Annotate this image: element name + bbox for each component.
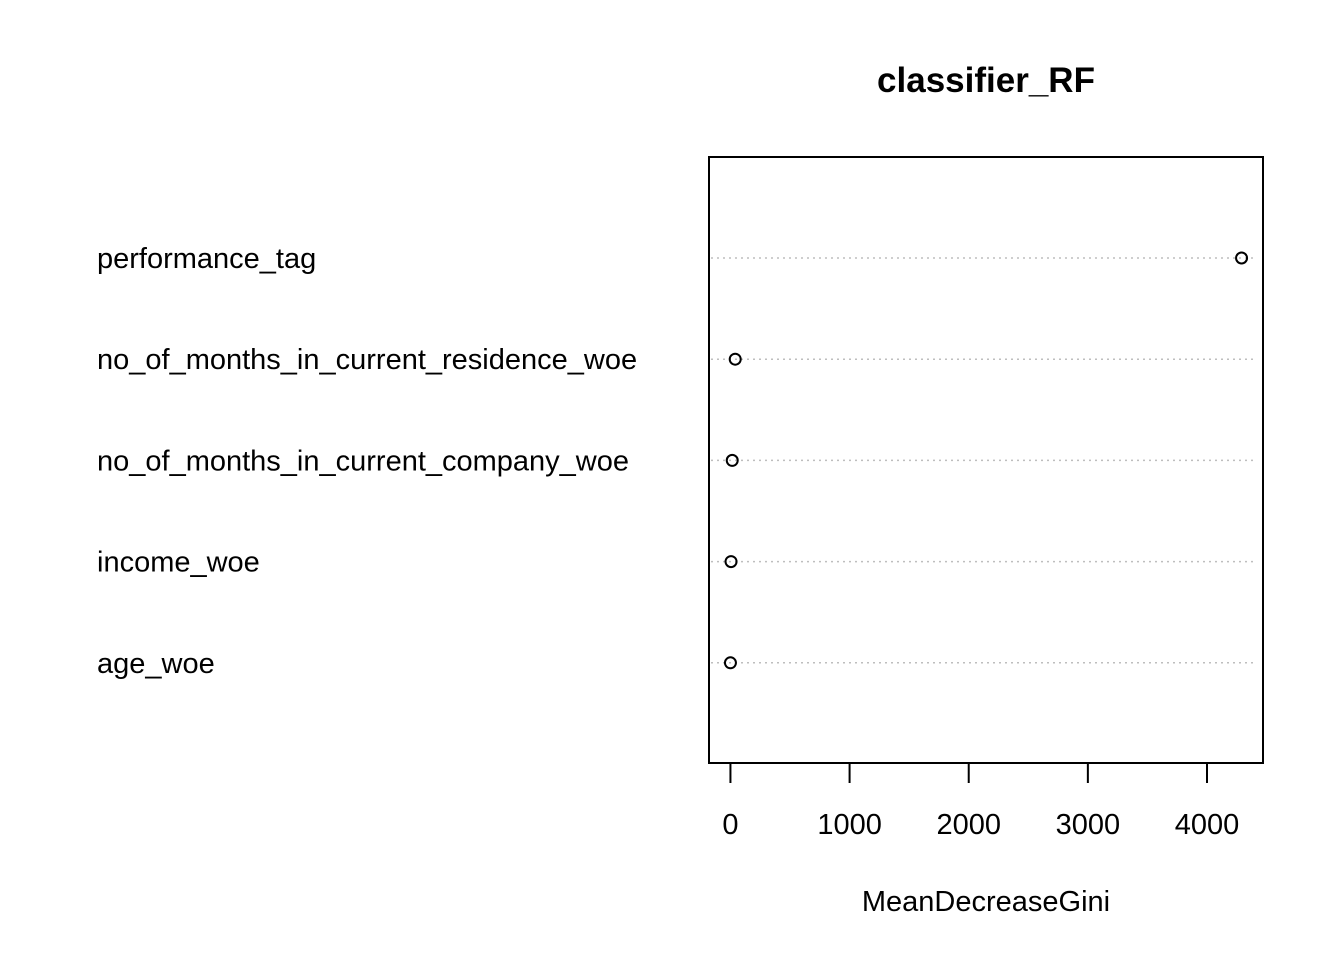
data-point	[724, 555, 738, 569]
x-tick-label: 3000	[1056, 809, 1121, 841]
data-points	[723, 251, 1249, 670]
variable-label: no_of_months_in_current_company_woe	[97, 445, 629, 477]
chart-title: classifier_RF	[877, 61, 1095, 100]
variable-label: performance_tag	[97, 243, 316, 275]
guide-lines	[711, 257, 1257, 664]
x-tick-label: 2000	[936, 809, 1001, 841]
data-point	[728, 352, 742, 366]
x-axis: 0 1000 2000 3000 4000	[722, 762, 1240, 841]
x-axis-label: MeanDecreaseGini	[862, 886, 1110, 918]
x-tick-label: 4000	[1175, 809, 1240, 841]
x-tick-label: 1000	[817, 809, 882, 841]
x-tick-label: 0	[722, 809, 738, 841]
variable-label: income_woe	[97, 547, 260, 579]
data-point	[1235, 251, 1249, 265]
variable-label: age_woe	[97, 648, 215, 680]
data-point	[725, 453, 739, 467]
variable-label: no_of_months_in_current_residence_woe	[97, 344, 637, 376]
variable-labels: performance_tag no_of_months_in_current_r…	[97, 243, 637, 680]
data-point	[723, 656, 737, 670]
